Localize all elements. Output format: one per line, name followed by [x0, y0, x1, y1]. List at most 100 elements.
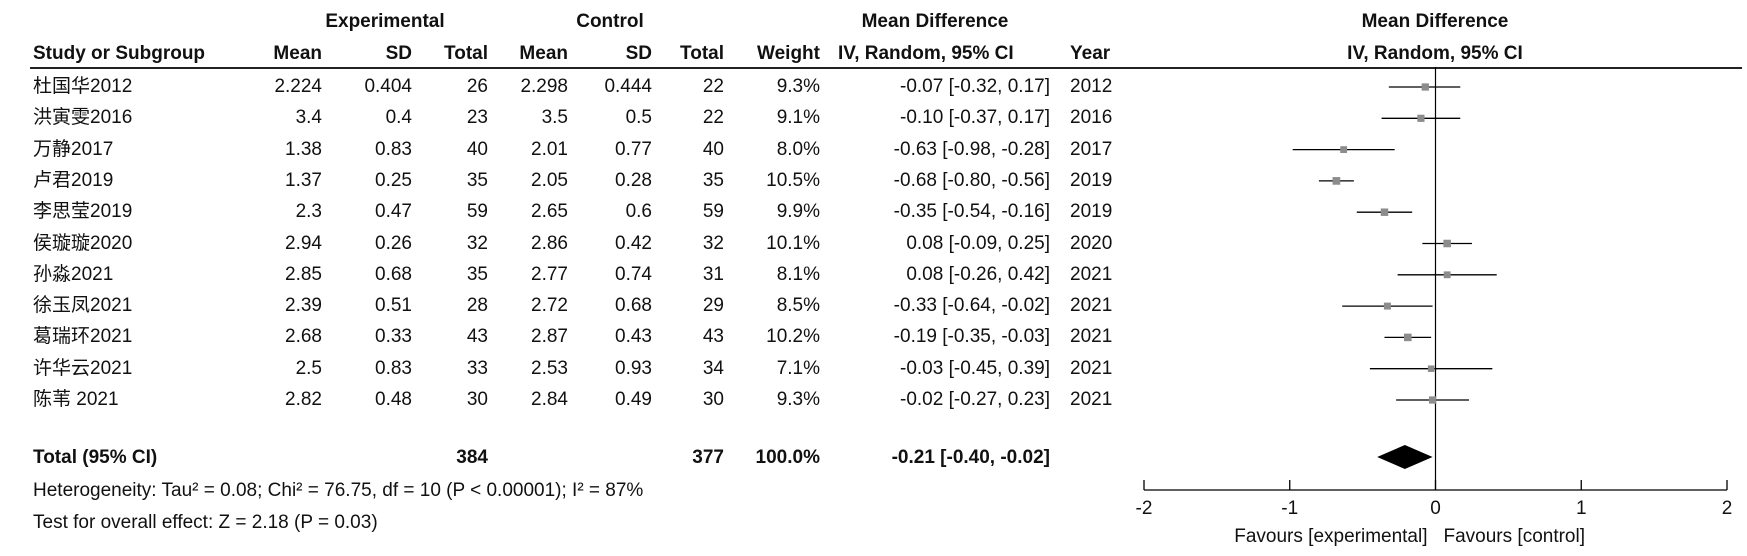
cell-e-total: 28: [466, 295, 488, 317]
cell-c-sd: 0.444: [604, 76, 652, 97]
point-marker: [1428, 396, 1437, 404]
cell-c-total: 22: [702, 107, 724, 129]
cell-ci: -0.03 [-0.45, 0.39]: [900, 357, 1050, 379]
point-marker: [1404, 333, 1412, 342]
cell-year: 2021: [1070, 357, 1113, 379]
cell-c-sd: 0.6: [625, 201, 652, 223]
cell-c-mean: 2.01: [531, 138, 568, 160]
cell-c-mean: 2.84: [531, 389, 568, 410]
cell-c-sd: 0.74: [615, 263, 652, 285]
cell-weight: 9.3%: [776, 76, 820, 97]
cell-c-total: 35: [702, 169, 724, 191]
cell-year: 2021: [1070, 295, 1113, 317]
cell-c-total: 31: [702, 263, 724, 285]
cell-name: 葛瑞环2021: [33, 326, 133, 348]
x-tick-label: 0: [1430, 498, 1441, 519]
cell-ci: -0.63 [-0.98, -0.28]: [893, 138, 1050, 160]
cell-c-total: 22: [702, 76, 724, 97]
cell-c-mean: 2.05: [531, 169, 568, 191]
header-ctrl-sd: SD: [625, 43, 652, 64]
cell-weight: 10.1%: [766, 232, 820, 254]
heterogeneity-text: Heterogeneity: Tau² = 0.08; Chi² = 76.75…: [33, 480, 644, 501]
cell-e-sd: 0.404: [364, 76, 412, 97]
cell-e-mean: 2.3: [295, 201, 322, 223]
cell-ci: -0.07 [-0.32, 0.17]: [900, 76, 1050, 97]
cell-c-sd: 0.49: [615, 389, 652, 410]
cell-weight: 10.5%: [766, 169, 820, 191]
cell-weight: 8.1%: [776, 263, 820, 285]
point-marker: [1332, 177, 1341, 185]
cell-year: 2021: [1070, 389, 1113, 410]
header-ci-method: IV, Random, 95% CI: [838, 43, 1014, 64]
cell-c-mean: 2.77: [531, 263, 568, 285]
cell-e-sd: 0.48: [375, 389, 412, 410]
cell-ci: -0.35 [-0.54, -0.16]: [893, 201, 1050, 223]
cell-e-total: 40: [466, 138, 488, 160]
cell-name: 卢君2019: [33, 169, 114, 191]
cell-e-sd: 0.47: [375, 201, 412, 223]
cell-e-mean: 2.85: [285, 263, 322, 285]
cell-weight: 9.1%: [776, 107, 820, 129]
cell-e-mean: 2.224: [274, 76, 322, 97]
cell-c-sd: 0.28: [615, 169, 652, 191]
cell-e-mean: 2.94: [285, 232, 322, 254]
header-study: Study or Subgroup: [33, 43, 206, 64]
cell-c-total: 30: [702, 389, 724, 410]
header-exp-total: Total: [444, 43, 488, 64]
cell-weight: 10.2%: [766, 326, 820, 348]
cell-e-total: 30: [466, 389, 488, 410]
cell-year: 2017: [1070, 138, 1113, 160]
cell-e-sd: 0.33: [375, 326, 412, 348]
cell-c-mean: 2.87: [531, 326, 568, 348]
point-marker: [1380, 208, 1389, 216]
cell-year: 2016: [1070, 107, 1113, 129]
cell-c-sd: 0.93: [615, 357, 652, 379]
cell-c-mean: 2.298: [520, 76, 568, 97]
cell-c-total: 29: [702, 295, 724, 317]
favours-experimental-label: Favours [experimental]: [1234, 526, 1427, 547]
cell-name: 杜国华2012: [33, 76, 133, 97]
cell-ci: 0.08 [-0.26, 0.42]: [906, 263, 1050, 285]
cell-weight: 8.0%: [776, 138, 820, 160]
header-exp-sd: SD: [385, 43, 412, 64]
cell-e-mean: 2.82: [285, 389, 322, 410]
cell-ci: -0.33 [-0.64, -0.02]: [893, 295, 1050, 317]
cell-e-sd: 0.83: [375, 138, 412, 160]
point-marker: [1383, 302, 1391, 310]
cell-year: 2019: [1070, 169, 1113, 191]
cell-c-total: 59: [702, 201, 724, 223]
cell-e-total: 26: [466, 76, 488, 97]
cell-e-total: 32: [466, 232, 488, 254]
cell-e-mean: 2.39: [285, 295, 322, 317]
point-marker: [1340, 146, 1348, 153]
cell-c-sd: 0.43: [615, 326, 652, 348]
cell-c-sd: 0.42: [615, 232, 652, 254]
cell-c-mean: 2.72: [531, 295, 568, 317]
cell-weight: 7.1%: [776, 357, 820, 379]
plot-title: Mean Difference: [1361, 11, 1509, 32]
point-marker: [1421, 83, 1429, 91]
cell-year: 2020: [1070, 232, 1113, 254]
header-rule: [30, 67, 1742, 69]
cell-e-sd: 0.26: [375, 232, 412, 254]
cell-e-mean: 3.4: [295, 107, 322, 129]
cell-e-mean: 2.5: [295, 357, 322, 379]
cell-e-sd: 0.83: [375, 357, 412, 379]
total-exp-n: 384: [456, 447, 488, 468]
header-ctrl-total: Total: [680, 43, 724, 64]
point-marker: [1443, 239, 1451, 248]
plot-subtitle: IV, Random, 95% CI: [1347, 43, 1523, 64]
total-weight: 100.0%: [755, 447, 820, 468]
cell-weight: 9.3%: [776, 389, 820, 410]
cell-name: 许华云2021: [33, 357, 133, 379]
point-marker: [1417, 114, 1425, 122]
cell-e-total: 35: [466, 263, 488, 285]
x-tick-label: 1: [1576, 498, 1587, 519]
cell-c-sd: 0.68: [615, 295, 652, 317]
cell-year: 2012: [1070, 76, 1113, 97]
point-marker: [1443, 271, 1451, 279]
cell-c-sd: 0.5: [625, 107, 652, 129]
header-ctrl-mean: Mean: [519, 43, 568, 64]
cell-c-sd: 0.77: [615, 138, 652, 160]
